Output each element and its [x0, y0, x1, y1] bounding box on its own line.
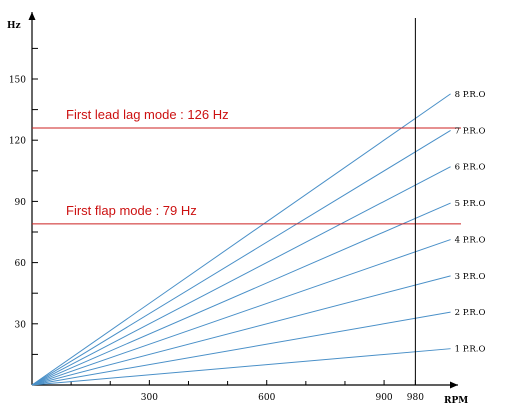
series-label: 5 P.R.O: [455, 199, 486, 209]
series-label: 8 P.R.O: [455, 90, 486, 100]
y-tick-label: 60: [15, 259, 27, 269]
series-label: 3 P.R.O: [455, 272, 486, 282]
series-line: [31, 129, 451, 386]
series-label: 1 P.R.O: [455, 345, 486, 355]
hline-label: First lead lag mode : 126 Hz: [66, 107, 229, 122]
series-line: [31, 275, 451, 386]
series-line: [31, 348, 451, 386]
y-tick-label: 30: [15, 320, 27, 330]
series-label: 6 P.R.O: [455, 163, 486, 173]
y-axis-arrow: [28, 12, 36, 20]
x-axis-arrow: [450, 381, 458, 389]
series-line: [31, 239, 451, 386]
hline-label: First flap mode : 79 Hz: [66, 203, 197, 218]
y-tick-label: 120: [9, 137, 26, 147]
series-lines-group: [31, 93, 451, 386]
series-line: [31, 166, 451, 386]
y-axis-label: Hz: [7, 21, 21, 31]
x-tick-label: 900: [375, 393, 392, 403]
y-ticks-group: 30 60 90 120 150: [9, 47, 38, 355]
x-axis-label: RPM: [444, 396, 468, 406]
x-tick-label: 600: [258, 393, 275, 403]
y-tick-label: 150: [9, 76, 26, 86]
series-line: [31, 311, 451, 386]
series-label: 7 P.R.O: [455, 126, 486, 136]
series-label: 4 P.R.O: [455, 236, 486, 246]
axes-group: Hz RPM: [7, 12, 468, 406]
series-label: 2 P.R.O: [455, 308, 486, 318]
x-tick-label: 980: [407, 393, 424, 403]
x-tick-label: 300: [141, 393, 158, 403]
series-line: [31, 93, 451, 386]
y-tick-label: 90: [15, 198, 27, 208]
hlines-group: First lead lag mode : 126 Hz First flap m…: [32, 107, 461, 225]
x-ticks-group: 300 600 900 980: [70, 380, 424, 403]
series-line: [31, 202, 451, 386]
series-labels-group: 1 P.R.O 2 P.R.O 3 P.R.O 4 P.R.O 5 P.R.O 6 P.R…: [455, 90, 486, 355]
